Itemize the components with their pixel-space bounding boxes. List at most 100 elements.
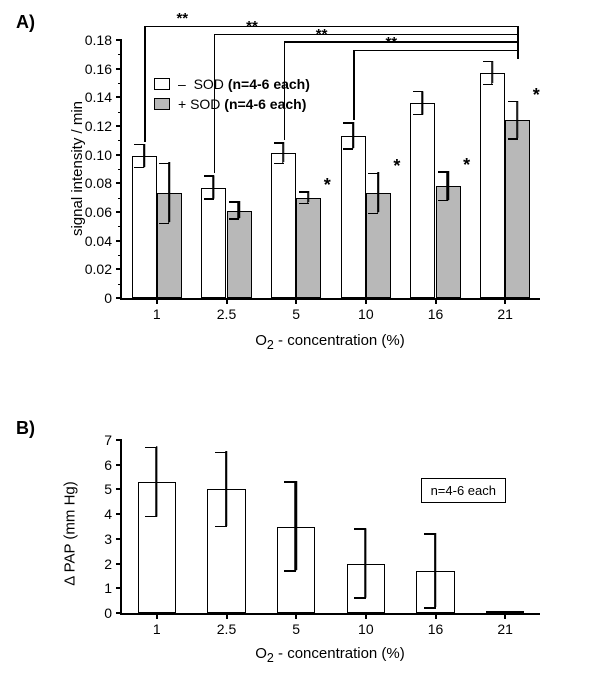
significance-star: * (463, 155, 470, 176)
y-tick-minor (118, 255, 122, 256)
y-tick (116, 125, 122, 127)
chart-a-x-title: O2 - concentration (%) (255, 332, 405, 352)
x-tick-label: 10 (358, 621, 374, 637)
sig-label: ** (176, 10, 188, 27)
bar (410, 103, 435, 298)
error-bar (295, 482, 297, 571)
legend-swatch-neg (154, 78, 170, 90)
y-tick-label: 0.06 (85, 204, 112, 220)
error-bar (155, 447, 157, 516)
x-tick (295, 613, 297, 619)
error-bar (168, 163, 170, 223)
bar (277, 527, 315, 614)
x-tick (435, 613, 437, 619)
error-bar (143, 145, 145, 168)
sig-bracket-vert (284, 41, 286, 140)
y-tick-label: 0.14 (85, 89, 112, 105)
y-tick-label: 0.04 (85, 233, 112, 249)
y-tick-label: 2 (104, 556, 112, 572)
bar (486, 611, 524, 613)
y-tick-label: 0.02 (85, 261, 112, 277)
x-tick-label: 16 (428, 306, 444, 322)
y-tick-minor (118, 226, 122, 227)
error-bar (238, 202, 240, 219)
y-tick (116, 587, 122, 589)
error-bar (364, 529, 366, 598)
bar (347, 564, 385, 613)
y-tick-label: 0 (104, 605, 112, 621)
y-tick-label: 0 (104, 290, 112, 306)
y-tick-minor (118, 140, 122, 141)
x-tick (365, 613, 367, 619)
significance-star: * (393, 156, 400, 177)
y-tick-label: 4 (104, 506, 112, 522)
error-bar (307, 192, 309, 203)
significance-star: * (533, 85, 540, 106)
x-tick (295, 298, 297, 304)
y-tick-label: 3 (104, 531, 112, 547)
sig-bracket-vert (353, 50, 355, 121)
x-tick (156, 298, 158, 304)
y-tick (116, 439, 122, 441)
panel-b-label: B) (16, 418, 35, 439)
bar (201, 188, 226, 298)
bar (505, 120, 530, 298)
x-tick-label: 2.5 (217, 621, 236, 637)
y-tick-minor (118, 112, 122, 113)
x-tick-label: 21 (497, 306, 513, 322)
x-tick-label: 5 (292, 621, 300, 637)
y-tick (116, 154, 122, 156)
legend-text: + SOD (n=4-6 each) (178, 96, 306, 112)
error-bar (447, 172, 449, 201)
y-tick-label: 5 (104, 481, 112, 497)
y-tick (116, 513, 122, 515)
y-tick (116, 39, 122, 41)
x-tick-label: 10 (358, 306, 374, 322)
x-tick-label: 21 (497, 621, 513, 637)
bar (366, 193, 391, 298)
sig-bracket-horiz (353, 50, 517, 52)
error-bar (434, 534, 436, 608)
bar (138, 482, 176, 613)
y-tick-minor (118, 83, 122, 84)
chart-a-y-title: signal intensity / min (69, 101, 86, 236)
y-tick-label: 0.12 (85, 118, 112, 134)
y-tick (116, 464, 122, 466)
x-tick (504, 298, 506, 304)
sig-bracket-vert (214, 34, 216, 174)
y-tick-minor (118, 284, 122, 285)
sig-bracket-horiz (144, 26, 517, 28)
error-bar (225, 452, 227, 526)
error-bar (282, 143, 284, 163)
bar (341, 136, 366, 298)
y-tick (116, 612, 122, 614)
y-tick (116, 563, 122, 565)
y-tick (116, 488, 122, 490)
y-tick (116, 96, 122, 98)
error-bar (212, 176, 214, 199)
bar (132, 156, 157, 298)
chart-a-plot-area: – - SODSOD (n=4-6 each) + SOD (n=4-6 eac… (120, 40, 540, 300)
y-tick-label: 7 (104, 432, 112, 448)
legend-row: – - SODSOD (n=4-6 each) (154, 76, 310, 92)
x-tick (226, 298, 228, 304)
error-bar (516, 102, 518, 139)
bar (157, 193, 182, 298)
error-bar (491, 62, 493, 85)
chart-b: Δ PAP (mm Hg) n=4-6 each 0123456712.5510… (60, 430, 580, 680)
y-tick (116, 211, 122, 213)
x-tick-label: 16 (428, 621, 444, 637)
y-tick-minor (118, 54, 122, 55)
y-tick (116, 182, 122, 184)
legend-row: + SOD (n=4-6 each) (154, 96, 310, 112)
sig-bracket-vert (144, 26, 146, 142)
y-tick (116, 240, 122, 242)
sig-bracket-vert (517, 26, 519, 59)
sig-bracket-horiz (214, 34, 517, 36)
bar (271, 153, 296, 298)
error-bar (377, 173, 379, 213)
x-tick (504, 613, 506, 619)
legend-text: – - SODSOD (n=4-6 each) (178, 76, 310, 92)
y-tick (116, 297, 122, 299)
y-tick (116, 68, 122, 70)
